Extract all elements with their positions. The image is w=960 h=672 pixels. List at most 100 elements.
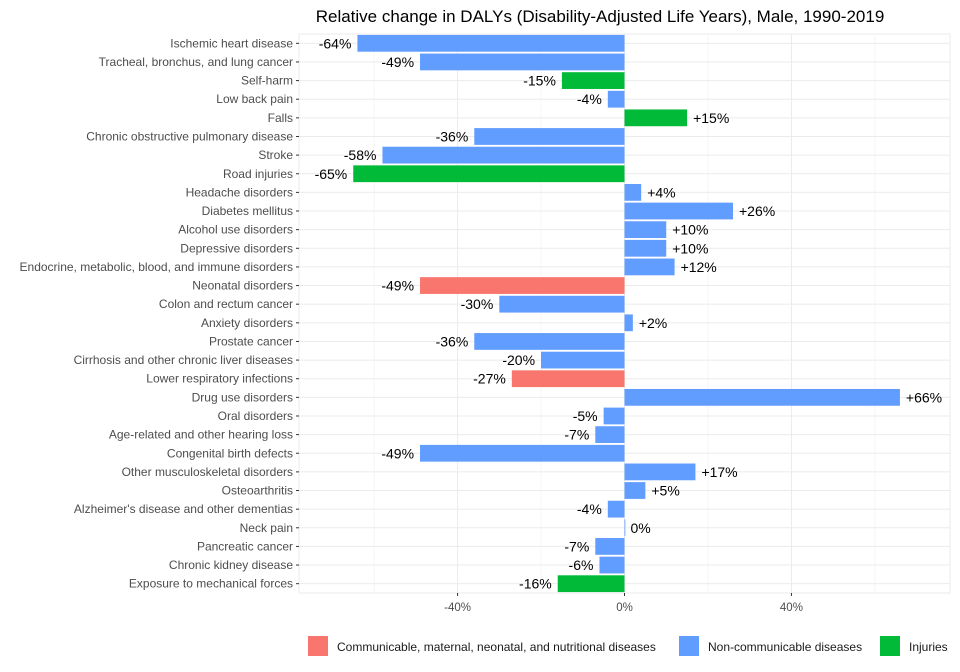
bar [624,109,688,127]
category-label: Alzheimer's disease and other dementias [74,502,293,516]
category-label: Stroke [258,148,293,162]
data-label: -49% [381,54,414,70]
legend-label: Communicable, maternal, neonatal, and nu… [337,640,656,654]
chart-title: Relative change in DALYs (Disability-Adj… [316,7,885,26]
bar [624,314,633,332]
bars-layer [353,34,900,593]
bar [624,258,675,276]
legend-label: Non-communicable diseases [708,640,862,654]
bar [603,407,625,425]
legend-label: Injuries [909,640,948,654]
x-tick-label: -40% [444,602,471,614]
category-label: Neck pain [240,521,293,535]
category-label: Lower respiratory infections [146,372,293,386]
category-labels: Ischemic heart disease Tracheal, bronchus… [20,36,299,591]
bar [607,90,625,108]
category-label: Osteoarthritis [222,484,293,498]
data-label: -64% [319,35,352,51]
data-label: +15% [693,110,729,126]
data-label: +10% [672,222,708,238]
bar [561,72,625,89]
category-label: Other musculoskeletal disorders [122,465,293,479]
category-label: Oral disorders [218,409,293,423]
bar [557,575,625,593]
bar [595,538,625,555]
legend: Communicable, maternal, neonatal, and nu… [308,636,948,656]
category-label: Low back pain [216,92,293,106]
category-label: Depressive disorders [180,241,293,255]
category-label: Headache disorders [186,185,293,199]
data-label: -27% [473,371,506,387]
bar [624,519,626,537]
category-label: Prostate cancer [209,334,293,348]
category-label: Tracheal, bronchus, and lung cancer [99,55,293,69]
data-label: -36% [436,128,469,144]
category-label: Neonatal disorders [192,279,293,293]
data-label: -49% [381,278,414,294]
data-label: -7% [564,538,589,554]
category-label: Pancreatic cancer [197,539,293,553]
bar [420,277,625,294]
bar [541,351,625,369]
x-tick-label: 40% [780,602,803,614]
bar [511,370,625,388]
data-label: +5% [651,483,679,499]
bar [420,53,625,71]
category-label: Diabetes mellitus [202,204,293,218]
bar [382,146,625,164]
data-labels: -64% -49% -15% -4% +15% -36% -58% -65% +4% +26% +1… [315,35,943,591]
data-label: +26% [739,203,775,219]
bar [357,34,625,52]
category-label: Drug use disorders [192,390,293,404]
data-label: -30% [461,296,494,312]
bar [624,202,733,220]
bar [499,295,625,313]
category-label: Alcohol use disorders [178,223,293,237]
bar [474,128,625,145]
data-label: +17% [701,464,737,480]
bar [353,165,625,183]
category-label: Road injuries [223,167,293,181]
category-label: Chronic obstructive pulmonary disease [86,129,293,143]
data-label: -20% [502,352,535,368]
bar [624,463,696,481]
category-label: Self-harm [241,74,293,88]
legend-swatch [679,636,699,656]
data-label: -5% [573,408,598,424]
category-label: Falls [268,111,293,125]
legend-swatch [880,636,900,656]
bar [607,500,625,518]
data-label: +4% [647,184,675,200]
bar [624,239,667,257]
data-label: +12% [681,259,717,275]
category-label: Chronic kidney disease [169,558,293,572]
data-label: -16% [519,576,552,592]
x-tick-label: 0% [616,602,633,614]
category-label: Exposure to mechanical forces [129,577,293,591]
data-label: -6% [569,557,594,573]
category-label: Ischemic heart disease [170,36,293,50]
x-axis: -40% 0% 40% [444,593,803,614]
data-label: -58% [344,147,377,163]
data-label: -36% [436,333,469,349]
data-label: -65% [315,166,348,182]
legend-swatch [308,636,328,656]
bar [595,426,625,444]
bar [624,221,667,239]
category-label: Age-related and other hearing loss [109,428,293,442]
category-label: Anxiety disorders [201,316,293,330]
category-label: Endocrine, metabolic, blood, and immune … [20,260,293,274]
data-label: +66% [906,389,942,405]
bar [624,482,646,499]
data-label: -15% [523,73,556,89]
data-label: -49% [381,445,414,461]
bar [599,556,625,574]
bar [624,388,900,406]
data-label: -4% [577,501,602,517]
category-label: Colon and rectum cancer [159,297,293,311]
data-label: -4% [577,91,602,107]
category-label: Cirrhosis and other chronic liver diseas… [74,353,293,367]
data-label: +2% [639,315,667,331]
data-label: +10% [672,240,708,256]
